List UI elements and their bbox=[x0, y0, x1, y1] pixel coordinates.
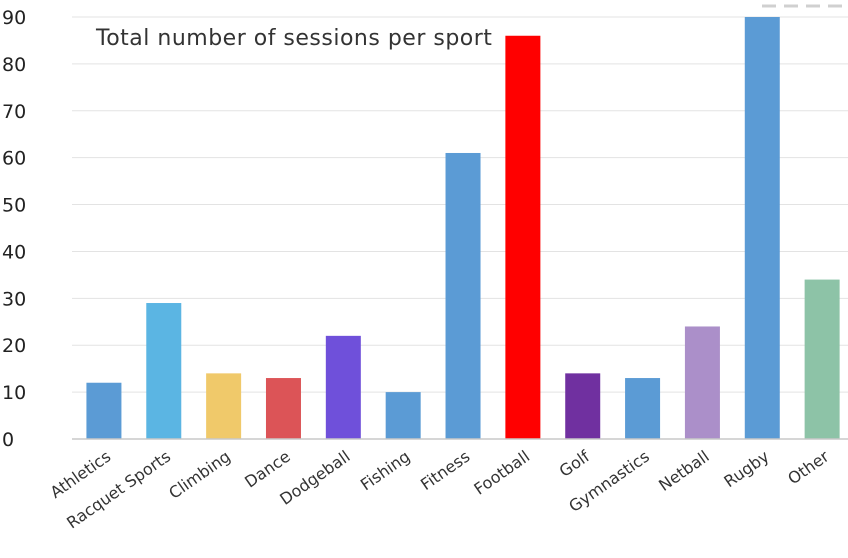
y-tick-label: 40 bbox=[2, 241, 26, 263]
x-tick-label: Other bbox=[784, 446, 832, 488]
y-axis-ticks: 0 10 20 30 40 50 60 70 80 90 bbox=[2, 7, 26, 451]
y-tick-label: 60 bbox=[2, 148, 26, 170]
bar-dodgeball bbox=[325, 335, 361, 439]
chart-title: Total number of sessions per sport bbox=[95, 26, 492, 51]
y-tick-label: 10 bbox=[2, 382, 26, 404]
bar-gymnastics bbox=[625, 378, 661, 439]
y-tick-label: 70 bbox=[2, 101, 26, 123]
x-tick-label: Dance bbox=[241, 447, 294, 492]
bar-netball bbox=[684, 326, 720, 439]
bar-football bbox=[505, 35, 541, 439]
bar-climbing bbox=[206, 373, 242, 439]
y-tick-label: 90 bbox=[2, 7, 26, 29]
y-tick-label: 80 bbox=[2, 54, 26, 76]
x-tick-label: Fishing bbox=[357, 447, 414, 495]
bar-golf bbox=[565, 373, 601, 439]
y-tick-label: 0 bbox=[2, 429, 14, 451]
x-tick-label: Climbing bbox=[165, 447, 234, 503]
bar-dance bbox=[265, 378, 301, 439]
x-tick-label: Racquet Sports bbox=[63, 447, 174, 533]
bar-racquet-sports bbox=[146, 303, 182, 439]
y-tick-label: 20 bbox=[2, 335, 26, 357]
bar-fitness bbox=[445, 152, 481, 439]
bar-other bbox=[804, 279, 840, 439]
y-tick-label: 50 bbox=[2, 195, 26, 217]
y-tick-label: 30 bbox=[2, 288, 26, 310]
bar-rugby bbox=[744, 17, 780, 439]
x-tick-label: Golf bbox=[556, 447, 594, 481]
bar-fishing bbox=[385, 392, 421, 439]
x-tick-label: Fitness bbox=[417, 447, 473, 494]
x-tick-label: Netball bbox=[655, 447, 713, 495]
x-tick-label: Rugby bbox=[720, 447, 772, 491]
bars bbox=[86, 17, 840, 439]
x-tick-label: Football bbox=[470, 447, 533, 499]
bar-athletics bbox=[86, 382, 122, 439]
